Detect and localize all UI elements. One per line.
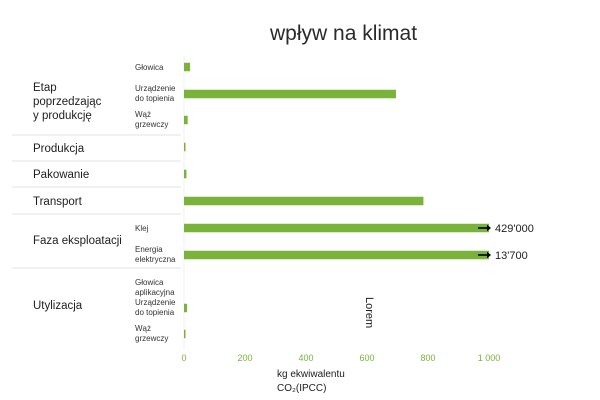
annotation: Lorem [363, 297, 375, 328]
stage-label: Pakowanie [33, 169, 89, 181]
x-tick-label: 0 [181, 353, 186, 363]
overflow-arrow-head [487, 224, 491, 232]
bar [184, 89, 396, 99]
x-axis-label: CO₂(IPCC) [277, 383, 326, 394]
item-label: Głowica aplikacyjna [135, 278, 175, 297]
item-label: Wąż grzewczy [135, 110, 168, 129]
bar [184, 223, 489, 233]
chart-title: wpływ na klimat [270, 22, 418, 45]
bar [184, 196, 424, 206]
x-tick-label: 600 [359, 353, 374, 363]
x-tick-label: 1 000 [478, 353, 501, 363]
stage-label: Produkcja [33, 143, 85, 155]
item-label: Wąż grzewczy [135, 324, 168, 343]
bar [184, 62, 191, 72]
stage-label: Transport [33, 196, 83, 208]
item-label: Urządzenie do topienia [135, 298, 176, 317]
bar [184, 169, 187, 179]
item-label: Klej [135, 224, 149, 233]
item-label: Urządzenie do topienia [135, 84, 176, 103]
item-label: Głowica [135, 63, 164, 72]
bar [184, 250, 489, 260]
bar [184, 115, 188, 125]
overflow-arrow-head [487, 251, 491, 259]
bar [184, 329, 186, 339]
stage-label: Utylizacja [33, 300, 83, 312]
value-label: 13'700 [495, 250, 528, 262]
x-tick-label: 800 [420, 353, 435, 363]
bar [184, 142, 186, 152]
stage-label: Etap poprzedzając y produkcję [33, 82, 102, 122]
value-label: 429'000 [495, 223, 534, 235]
x-axis-label: kg ekwiwalentu [277, 369, 345, 380]
stage-label: Faza eksploatacji [33, 235, 122, 247]
item-label: Energia elektryczna [135, 245, 176, 264]
bar [184, 303, 188, 313]
x-tick-label: 200 [237, 353, 252, 363]
x-tick-label: 400 [298, 353, 313, 363]
